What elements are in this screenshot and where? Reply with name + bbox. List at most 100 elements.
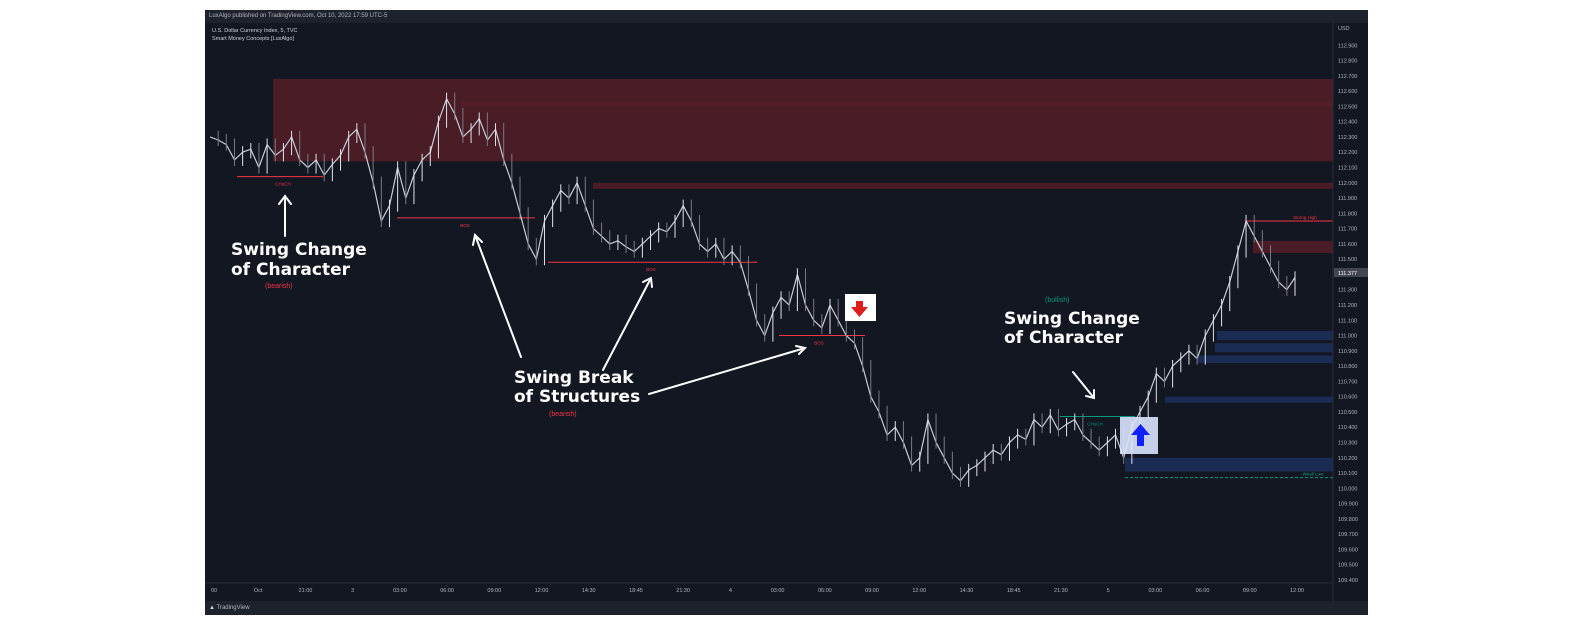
bos-title: Swing Break <box>514 368 634 388</box>
bullish-order-block <box>1215 343 1333 353</box>
x-tick-label: 09:00 <box>865 588 879 594</box>
y-tick-label: 110.300 <box>1338 441 1357 447</box>
y-tick-label: 111.100 <box>1338 318 1357 324</box>
y-tick-label: 112.600 <box>1338 89 1357 95</box>
x-tick-label: 21:30 <box>1054 588 1068 594</box>
choch-right-title-2: of Character <box>1004 328 1124 348</box>
bullish-order-block <box>1165 396 1333 403</box>
x-tick-label: Oct <box>254 588 263 594</box>
current-price-tag <box>1334 268 1368 277</box>
y-tick-label: 109.700 <box>1338 532 1358 538</box>
arrow-bos-3 <box>648 347 806 395</box>
structure-level-label: Strong High <box>1293 215 1317 220</box>
y-tick-label: 110.800 <box>1338 364 1357 370</box>
y-tick-label: 110.400 <box>1338 425 1357 431</box>
bearish-order-block <box>593 182 1333 189</box>
sell-marker <box>845 294 876 321</box>
chart-frame: 112.900 112.800 112.700 112.600 112.500 112.4… <box>205 10 1368 615</box>
x-tick-label: 12:00 <box>1290 588 1304 594</box>
y-tick-label: 109.500 <box>1338 563 1358 569</box>
x-tick-label: 09:00 <box>487 588 501 594</box>
x-tick-label: 12:00 <box>535 588 549 594</box>
arrow-bos-2-head <box>642 276 653 288</box>
footer-bar: ▲ TradingView <box>205 601 1368 615</box>
buy-marker <box>1120 417 1158 454</box>
x-tick-label: 21:30 <box>676 588 690 594</box>
x-tick-label: 5 <box>1107 588 1110 594</box>
y-tick-label: 110.100 <box>1338 471 1357 477</box>
choch-right-title: Swing Change <box>1004 309 1140 329</box>
arrow-choch-right-head <box>1085 389 1095 400</box>
x-tick-label: 06:00 <box>440 588 454 594</box>
x-tick-label: 18:45 <box>629 588 643 594</box>
arrow-bos-1 <box>474 234 522 358</box>
choch-left-subtitle: (bearish) <box>265 283 293 290</box>
bullish-order-block <box>1217 330 1333 341</box>
order-block-zones <box>273 78 1333 472</box>
x-tick-label: 06:00 <box>818 588 832 594</box>
publish-bar: LuxAlgo published on TradingView.com, Oc… <box>205 10 1368 23</box>
choch-left-title-2: of Character <box>231 260 351 280</box>
y-tick-label: 112.200 <box>1338 150 1357 156</box>
y-tick-label: 111.000 <box>1338 334 1357 340</box>
y-tick-label: 112.000 <box>1338 181 1357 187</box>
y-tick-label: 111.800 <box>1338 211 1357 217</box>
choch-left-title: Swing Change <box>231 240 367 260</box>
bearish-order-block <box>461 101 1333 107</box>
y-tick-label: 109.600 <box>1338 547 1358 553</box>
y-tick-label: 110.600 <box>1338 395 1357 401</box>
symbol-label[interactable]: U.S. Dollar Currency Index, 5, TVC <box>212 28 298 34</box>
footer-brand[interactable]: TradingView <box>216 605 250 611</box>
y-tick-label: 110.900 <box>1338 349 1357 355</box>
y-tick-label: 110.000 <box>1338 486 1357 492</box>
y-tick-label: 112.300 <box>1338 135 1357 141</box>
y-tick-label: 112.500 <box>1338 104 1357 110</box>
bos-subtitle: (bearish) <box>549 411 577 418</box>
arrow-bos-1-head <box>472 232 483 246</box>
bos-title-2: of Structures <box>514 387 640 407</box>
x-tick-label: 3 <box>351 588 354 594</box>
structure-level-label: CHoCH <box>275 182 291 187</box>
y-tick-label: 111.900 <box>1338 196 1357 202</box>
y-axis-ticks: 112.900 112.800 112.700 112.600 112.500 112.4… <box>1338 43 1358 584</box>
x-tick-label: 09:00 <box>1243 588 1257 594</box>
publish-info: LuxAlgo published on TradingView.com, Oc… <box>209 13 388 19</box>
x-tick-label: 03:00 <box>771 588 785 594</box>
bearish-order-block <box>273 78 1333 162</box>
bullish-order-block <box>1197 355 1333 364</box>
x-tick-label: 4 <box>729 588 732 594</box>
x-axis-ticks: 00 Oct 21:00 3 03:00 06:00 09:00 12:00 14:30 18:4… <box>211 588 1304 594</box>
y-tick-label: 109.900 <box>1338 502 1358 508</box>
price-unit-label: USD <box>1338 26 1350 32</box>
x-tick-label: 14:30 <box>582 588 596 594</box>
current-price-label: 111.377 <box>1338 271 1357 277</box>
x-tick-label: 21:00 <box>299 588 313 594</box>
arrow-choch-right <box>1072 371 1095 399</box>
choch-right-subtitle: (bullish) <box>1045 297 1070 304</box>
structure-level-label: BOS <box>646 267 656 272</box>
y-tick-label: 109.400 <box>1338 578 1358 584</box>
structure-level-label: CHoCH <box>1087 422 1103 427</box>
y-tick-label: 112.100 <box>1338 166 1357 172</box>
y-tick-label: 111.500 <box>1338 257 1357 263</box>
y-tick-label: 112.400 <box>1338 120 1357 126</box>
structure-level-label: Weak Low <box>1303 472 1325 477</box>
x-tick-label: 12:00 <box>912 588 926 594</box>
bearish-order-block <box>1253 240 1333 254</box>
chart-canvas[interactable]: 112.900 112.800 112.700 112.600 112.500 112.4… <box>205 10 1368 615</box>
arrow-bos-2 <box>602 277 652 371</box>
y-tick-label: 109.800 <box>1338 517 1358 523</box>
y-tick-label: 110.700 <box>1338 379 1357 385</box>
y-tick-label: 110.500 <box>1338 410 1357 416</box>
tradingview-logo-icon[interactable]: ▲ <box>209 605 215 611</box>
structure-levels: CHoCH BOS BOS BOS CHoCH Strong High Weak Low <box>237 176 1333 479</box>
y-tick-label: 110.200 <box>1338 456 1357 462</box>
structure-level-label: BOS <box>814 341 824 346</box>
y-tick-label: 111.200 <box>1338 303 1357 309</box>
y-tick-label: 112.700 <box>1338 74 1357 80</box>
y-tick-label: 111.300 <box>1338 288 1357 294</box>
x-tick-label: 03:00 <box>1148 588 1162 594</box>
indicator-label[interactable]: Smart Money Concepts [LuxAlgo] <box>212 36 294 42</box>
structure-level-label: BOS <box>460 223 470 228</box>
arrow-bos-3-head <box>795 345 807 355</box>
